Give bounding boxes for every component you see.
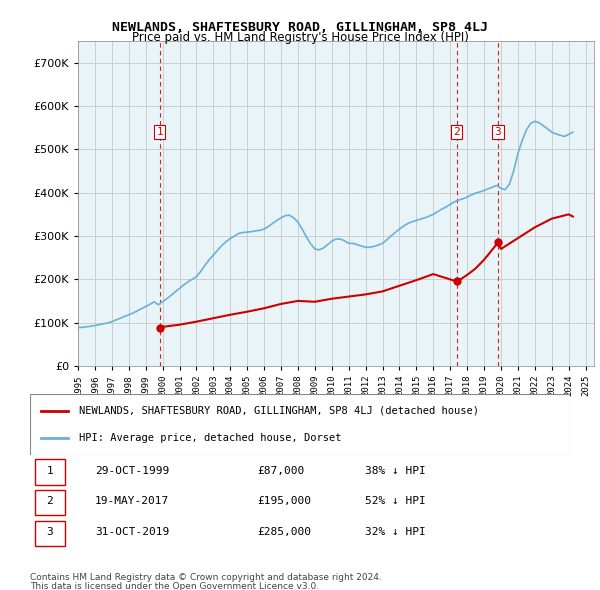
Text: 3: 3 [47,527,53,537]
Text: Contains HM Land Registry data © Crown copyright and database right 2024.: Contains HM Land Registry data © Crown c… [30,573,382,582]
Text: 31-OCT-2019: 31-OCT-2019 [95,527,169,537]
FancyBboxPatch shape [35,460,65,484]
FancyBboxPatch shape [35,520,65,546]
Text: Price paid vs. HM Land Registry's House Price Index (HPI): Price paid vs. HM Land Registry's House … [131,31,469,44]
Text: 2: 2 [47,496,53,506]
Text: £195,000: £195,000 [257,496,311,506]
Text: 38% ↓ HPI: 38% ↓ HPI [365,466,425,476]
Text: 19-MAY-2017: 19-MAY-2017 [95,496,169,506]
Text: £285,000: £285,000 [257,527,311,537]
Text: 1: 1 [157,127,163,137]
Text: £87,000: £87,000 [257,466,304,476]
Text: NEWLANDS, SHAFTESBURY ROAD, GILLINGHAM, SP8 4LJ: NEWLANDS, SHAFTESBURY ROAD, GILLINGHAM, … [112,21,488,34]
Text: NEWLANDS, SHAFTESBURY ROAD, GILLINGHAM, SP8 4LJ (detached house): NEWLANDS, SHAFTESBURY ROAD, GILLINGHAM, … [79,406,479,416]
FancyBboxPatch shape [35,490,65,515]
Text: 32% ↓ HPI: 32% ↓ HPI [365,527,425,537]
Text: 3: 3 [494,127,502,137]
Text: This data is licensed under the Open Government Licence v3.0.: This data is licensed under the Open Gov… [30,582,319,590]
Text: 1: 1 [47,466,53,476]
FancyBboxPatch shape [30,394,570,455]
Text: 52% ↓ HPI: 52% ↓ HPI [365,496,425,506]
Text: 2: 2 [453,127,460,137]
Text: 29-OCT-1999: 29-OCT-1999 [95,466,169,476]
Text: HPI: Average price, detached house, Dorset: HPI: Average price, detached house, Dors… [79,433,341,443]
